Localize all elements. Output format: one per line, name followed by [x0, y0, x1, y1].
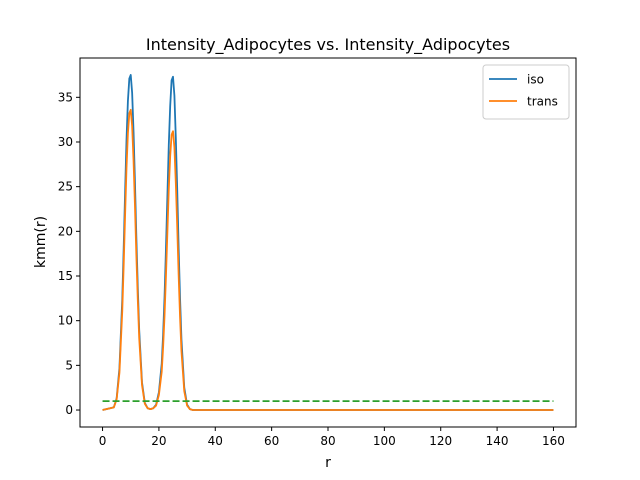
legend-box — [482, 64, 570, 120]
legend: iso trans — [482, 64, 570, 120]
legend-label-iso: iso — [527, 73, 544, 87]
x-tick-label: 80 — [320, 434, 335, 448]
series-lines — [102, 74, 554, 411]
y-tick-label: 25 — [58, 180, 73, 194]
x-tick-label: 120 — [429, 434, 452, 448]
x-axis-ticks: 0 20 40 60 80 100 120 140 160 — [99, 427, 565, 448]
x-tick-label: 100 — [373, 434, 396, 448]
y-tick-label: 0 — [65, 403, 73, 417]
y-tick-label: 10 — [58, 314, 73, 328]
x-tick-label: 20 — [151, 434, 166, 448]
plot-area: 0 20 40 60 80 100 120 140 160 0 5 10 15 20 25 30 35 — [58, 57, 577, 448]
x-axis-label: r — [325, 455, 331, 471]
y-tick-label: 35 — [58, 90, 73, 104]
legend-label-trans: trans — [527, 95, 558, 109]
x-tick-label: 40 — [208, 434, 223, 448]
x-tick-label: 60 — [264, 434, 279, 448]
x-tick-label: 160 — [542, 434, 565, 448]
x-tick-label: 0 — [99, 434, 107, 448]
y-axis-ticks: 0 5 10 15 20 25 30 35 — [58, 90, 80, 417]
x-tick-label: 140 — [486, 434, 509, 448]
series-line-trans — [102, 108, 554, 411]
y-tick-label: 15 — [58, 269, 73, 283]
plot-frame — [79, 57, 577, 428]
y-tick-label: 5 — [65, 358, 73, 372]
y-tick-label: 20 — [58, 224, 73, 238]
y-axis-label: kmm(r) — [33, 216, 49, 268]
y-tick-label: 30 — [58, 135, 73, 149]
chart-title: Intensity_Adipocytes vs. Intensity_Adipo… — [146, 35, 510, 55]
